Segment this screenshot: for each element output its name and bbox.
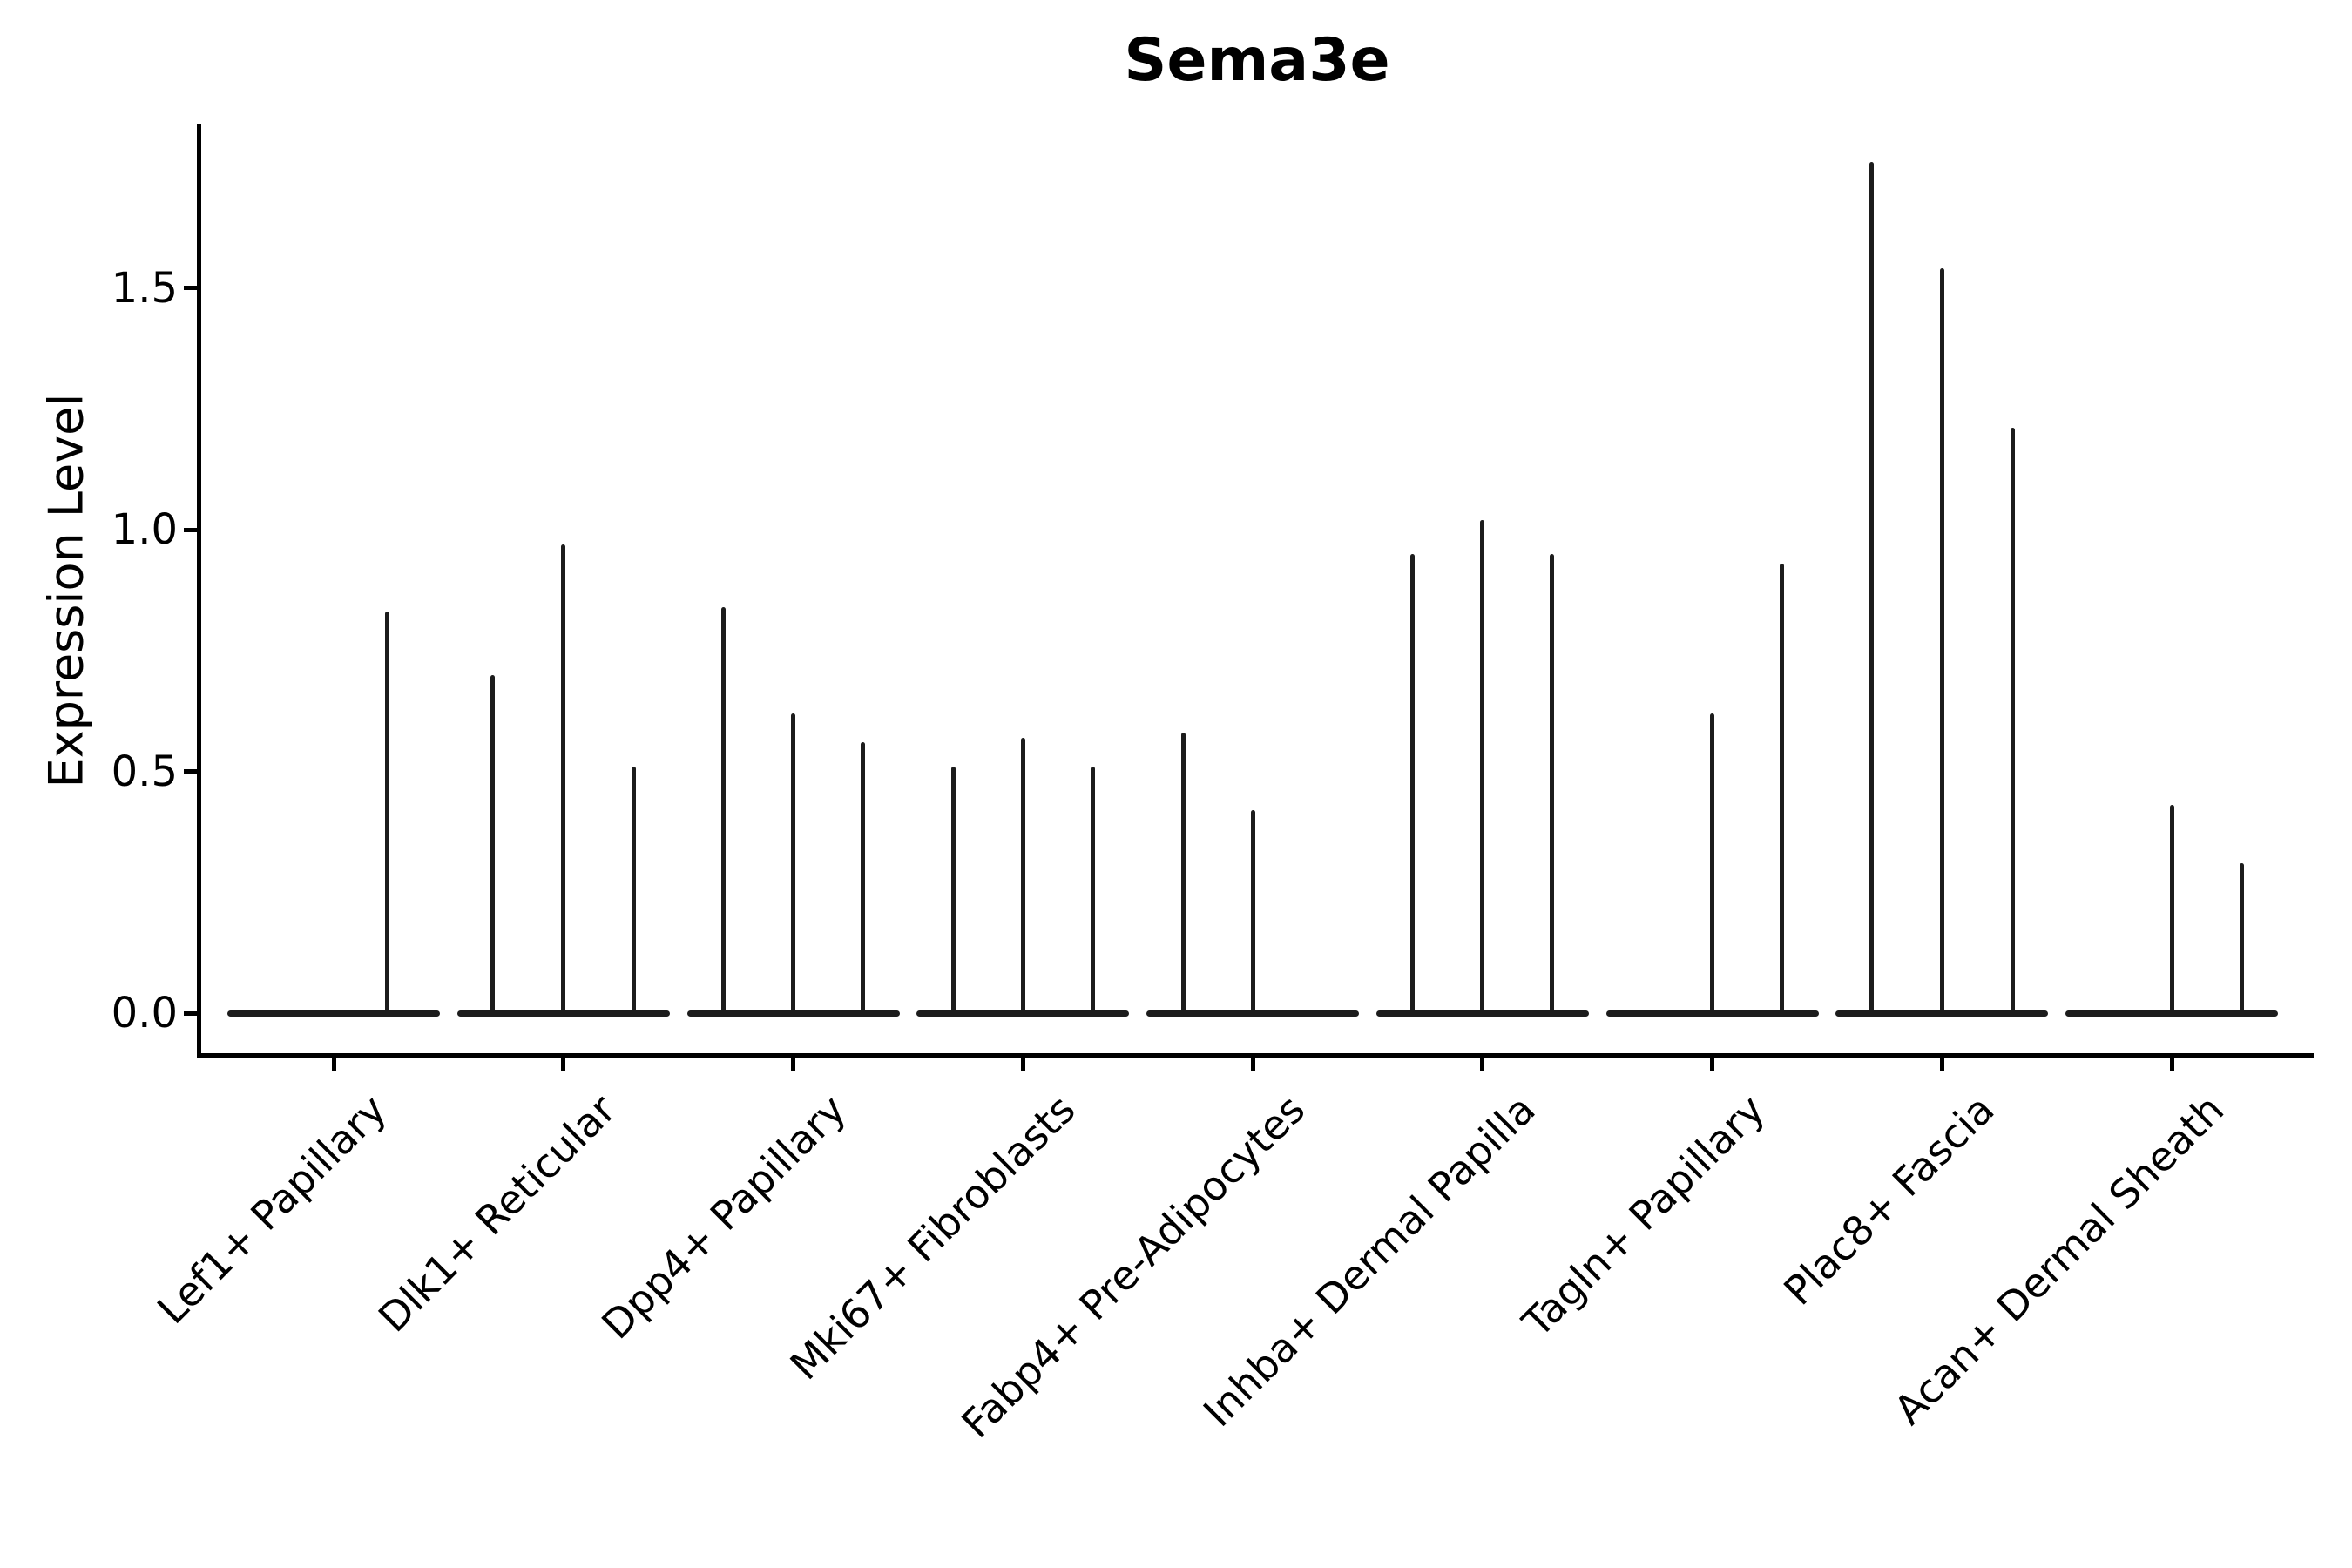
y-axis-spine [197, 124, 201, 1058]
violin-spike [861, 742, 865, 1016]
y-tick [184, 769, 197, 774]
violin-spike [1410, 553, 1416, 1016]
x-tick [1939, 1058, 1944, 1071]
x-tick [791, 1058, 795, 1071]
violin-spike [1550, 553, 1555, 1016]
y-tick-label: 1.5 [111, 263, 178, 313]
x-tick-label: Plac8+ Fascia [1774, 1085, 2004, 1315]
violin-spike [2169, 805, 2174, 1016]
violin-spike [490, 674, 496, 1016]
violin-spike [1180, 733, 1186, 1016]
y-tick [184, 286, 197, 290]
violin-spike [384, 612, 389, 1016]
violin-spike [950, 766, 956, 1016]
violin-spike [1090, 766, 1095, 1016]
violin-spike [632, 766, 637, 1016]
violin-spike [561, 544, 566, 1016]
chart-title: Sema3e [1124, 26, 1390, 95]
y-axis-label: Expression Level [38, 393, 94, 788]
x-tick-label: Dpp4+ Papillary [591, 1085, 855, 1348]
violin-spike [1020, 737, 1025, 1016]
violin-spike [1710, 713, 1714, 1016]
y-tick [184, 1010, 197, 1016]
x-axis-spine [197, 1053, 2314, 1058]
violin-spike [791, 713, 795, 1016]
x-tick [561, 1058, 566, 1071]
x-tick [331, 1058, 336, 1071]
violin-spike [1939, 268, 1944, 1016]
x-tick [1480, 1058, 1485, 1071]
x-tick-label: Tagln+ Papillary [1513, 1085, 1774, 1347]
y-tick-label: 0.0 [111, 989, 178, 1037]
y-tick-label: 0.5 [111, 747, 178, 796]
x-tick [1710, 1058, 1714, 1071]
x-tick [2169, 1058, 2174, 1071]
x-tick-label: Dlk1+ Reticular [369, 1085, 625, 1342]
y-tick-label: 1.0 [111, 505, 178, 554]
violin-spike [1250, 809, 1255, 1016]
x-tick [1250, 1058, 1255, 1071]
x-tick-label: Lef1+ Papillary [147, 1085, 395, 1334]
violin-spike [2010, 428, 2015, 1016]
y-tick [184, 527, 197, 532]
x-tick [1020, 1058, 1025, 1071]
violin-spike [1480, 519, 1485, 1016]
violin-spike [721, 606, 726, 1016]
violin-spike [2239, 862, 2244, 1016]
violin-spike [1869, 162, 1874, 1016]
violin-baseline [227, 1010, 440, 1017]
violin-spike [1780, 563, 1784, 1016]
